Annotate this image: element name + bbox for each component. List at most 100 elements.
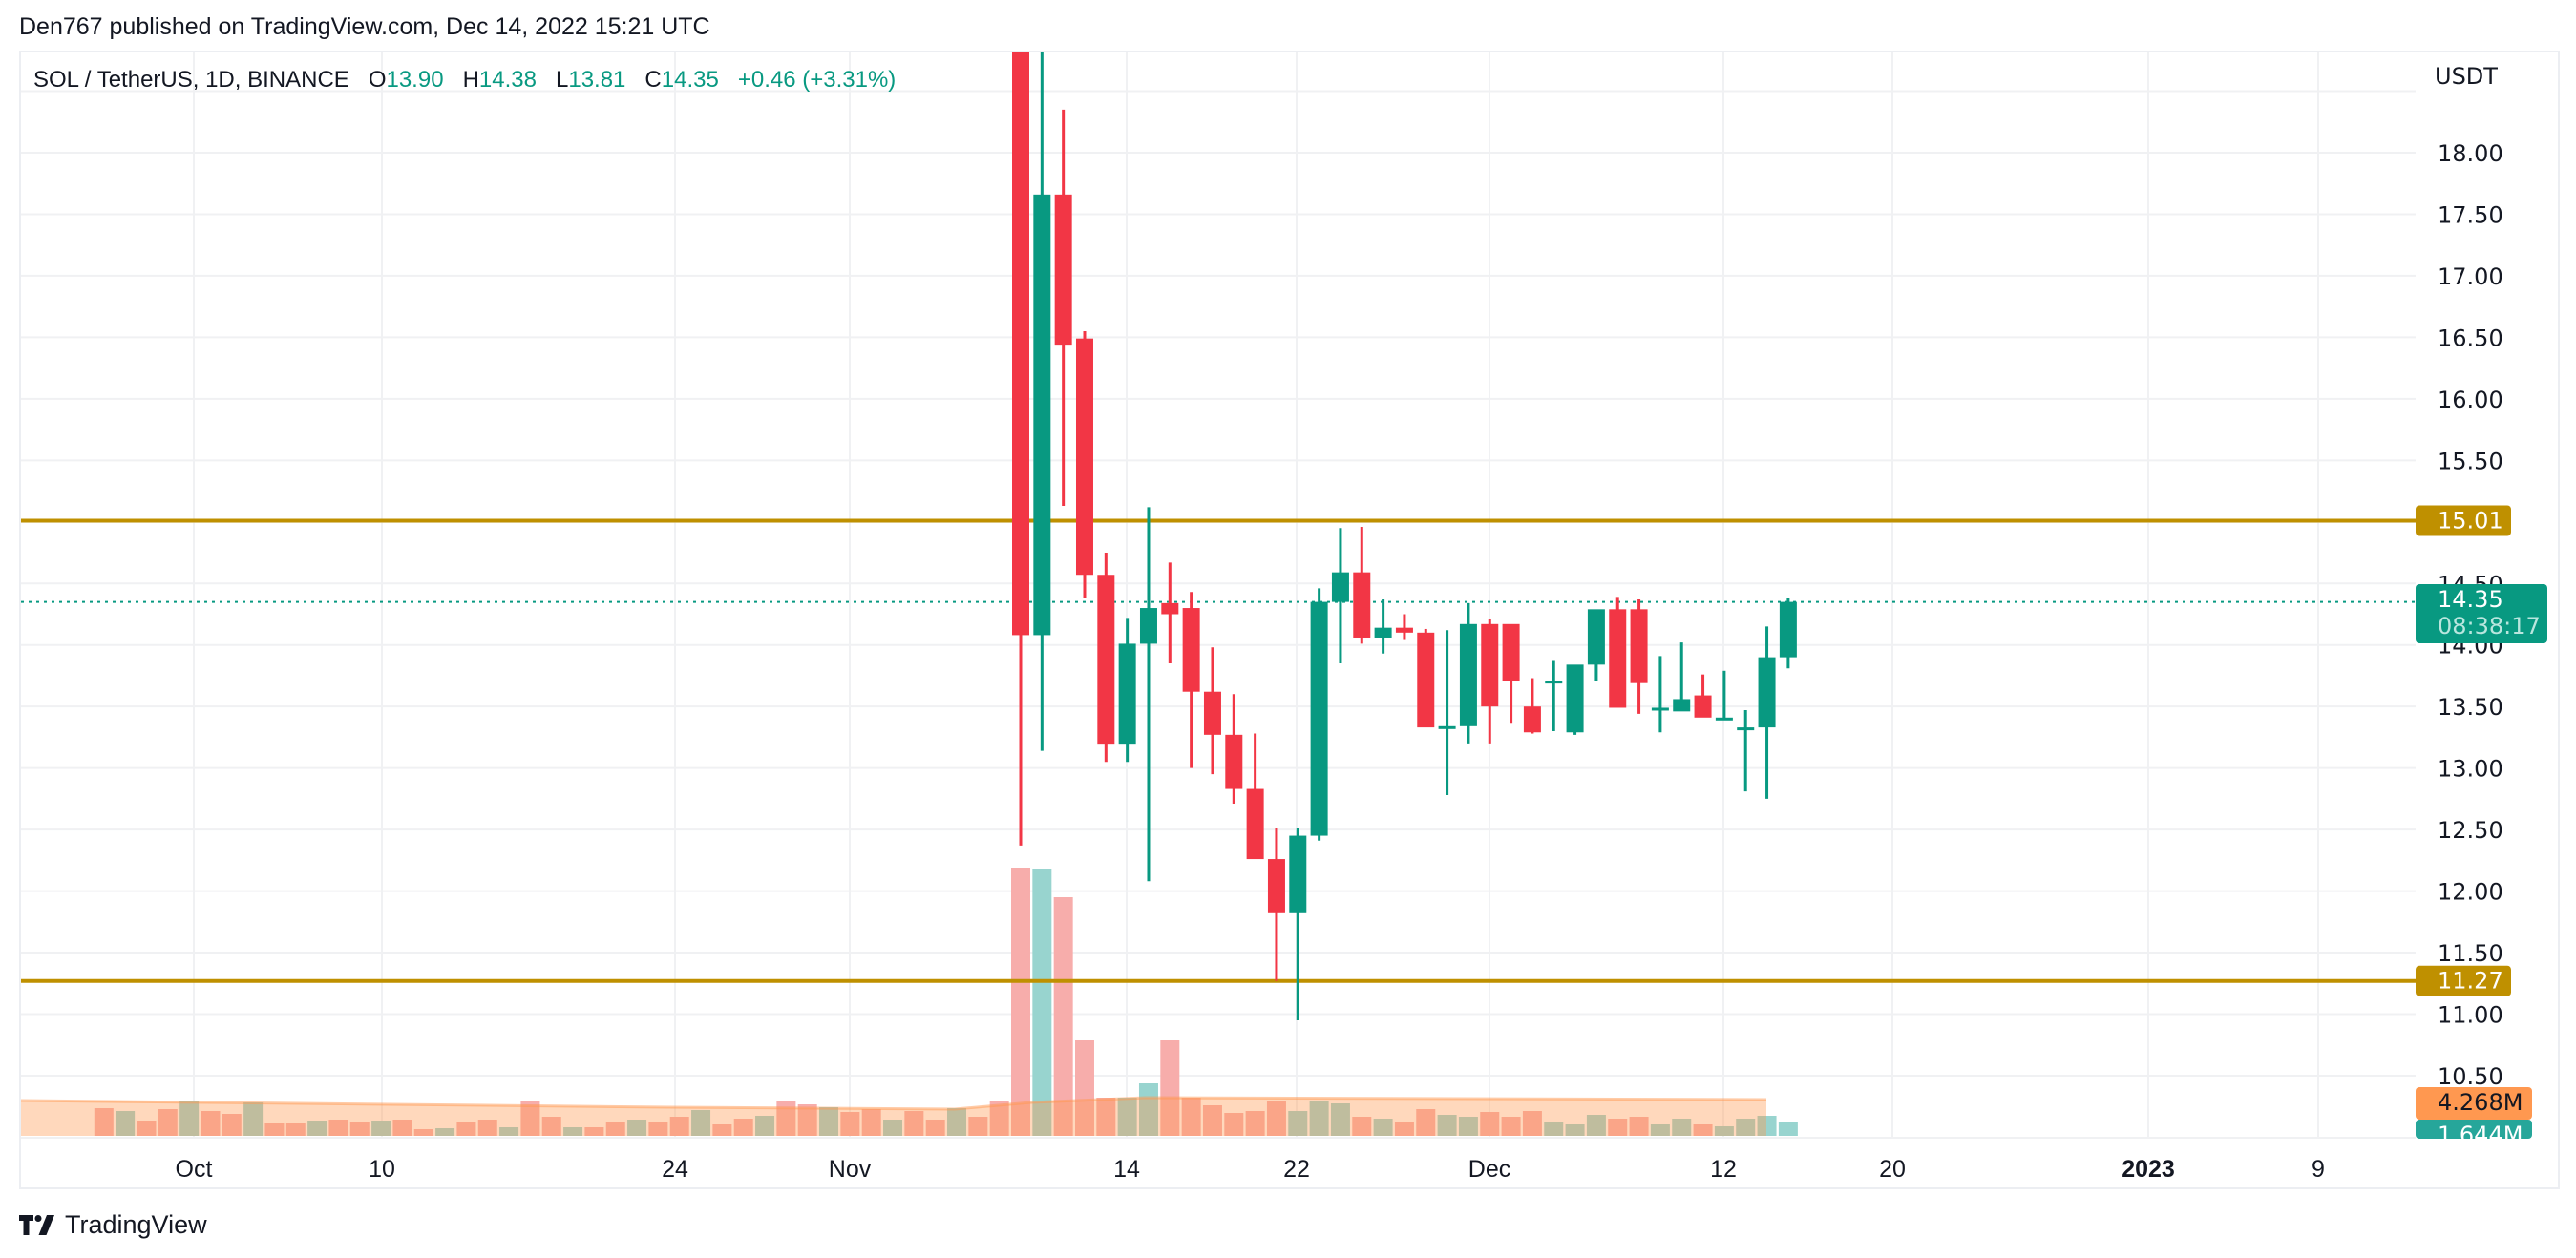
tradingview-logo[interactable]: TradingView	[19, 1210, 207, 1240]
volume-bar	[1586, 1115, 1606, 1136]
candle-body[interactable]	[1459, 623, 1477, 726]
volume-bar	[285, 1123, 306, 1136]
candle-body[interactable]	[1779, 601, 1797, 658]
currency-label[interactable]: USDT	[2435, 63, 2498, 90]
support-price-badge[interactable]	[2416, 965, 2511, 996]
low-label: L	[555, 67, 569, 93]
volume-bar	[1544, 1122, 1564, 1136]
volume-bar	[1117, 1098, 1137, 1136]
low-value: 13.81	[568, 67, 626, 93]
candle-body[interactable]	[1182, 608, 1200, 692]
candle-body[interactable]	[1267, 859, 1285, 913]
candle-body[interactable]	[1694, 695, 1712, 718]
candle-body[interactable]	[1289, 835, 1307, 913]
volume-bar	[264, 1123, 285, 1136]
high-value: 14.38	[478, 67, 537, 93]
volume-bar	[1522, 1111, 1542, 1136]
volume-bar	[456, 1122, 476, 1136]
candle-body[interactable]	[1033, 194, 1051, 636]
volume-bar	[1245, 1111, 1265, 1136]
candle-body[interactable]	[1566, 664, 1584, 733]
candle-body[interactable]	[1374, 627, 1392, 638]
close-value: 14.35	[661, 67, 719, 93]
candle-body[interactable]	[1395, 627, 1413, 633]
candle-body[interactable]	[1246, 788, 1264, 860]
volume-bar	[989, 1101, 1009, 1136]
volume-bar	[947, 1108, 967, 1136]
volume-bar	[691, 1110, 711, 1136]
volume-bar	[925, 1120, 945, 1136]
volume-badge[interactable]	[2416, 1120, 2532, 1139]
volume-bar	[435, 1128, 455, 1136]
time-tick: 14	[1113, 1156, 1140, 1183]
price-tick: 16.00	[2438, 387, 2503, 413]
candle-body[interactable]	[1054, 194, 1072, 346]
tradingview-logo-icon	[19, 1214, 54, 1235]
time-tick: 24	[662, 1156, 688, 1183]
candle-body[interactable]	[1502, 623, 1520, 681]
candle-body[interactable]	[1438, 725, 1456, 729]
open-label: O	[368, 67, 387, 93]
candle-body[interactable]	[1161, 602, 1179, 615]
volume-bar	[222, 1114, 242, 1136]
time-tick: Nov	[829, 1156, 872, 1183]
candle-body[interactable]	[1203, 691, 1221, 735]
candle-body[interactable]	[1310, 601, 1328, 836]
candle-body[interactable]	[1523, 706, 1541, 733]
volume-bar	[968, 1117, 988, 1136]
volume-bar	[1352, 1117, 1372, 1136]
volume-bar	[1693, 1124, 1713, 1136]
candle-body[interactable]	[1118, 643, 1136, 745]
last-price-badge[interactable]	[2416, 584, 2547, 643]
candle-body[interactable]	[1715, 717, 1733, 721]
symbol-label[interactable]: SOL / TetherUS, 1D, BINANCE	[33, 67, 349, 93]
volume-bar	[201, 1111, 221, 1136]
price-tick: 13.50	[2438, 694, 2503, 721]
candle-body[interactable]	[1673, 699, 1691, 712]
candle-body[interactable]	[1097, 575, 1115, 745]
candle-body[interactable]	[1012, 42, 1029, 636]
volume-bar	[349, 1122, 370, 1136]
volume-bar	[776, 1101, 796, 1136]
volume-bar	[1202, 1105, 1222, 1136]
time-tick: 12	[1710, 1156, 1737, 1183]
candle-body[interactable]	[1075, 338, 1093, 576]
price-tick: 16.50	[2438, 325, 2503, 351]
candle-body[interactable]	[1353, 572, 1371, 638]
volume-bar	[158, 1109, 178, 1136]
candle-body[interactable]	[1587, 609, 1605, 665]
volume-bar	[371, 1121, 391, 1136]
volume-bar	[1394, 1122, 1414, 1136]
candle-body[interactable]	[1331, 572, 1349, 602]
volume-bar	[1011, 868, 1030, 1136]
candle-body[interactable]	[1609, 609, 1627, 708]
published-caption: Den767 published on TradingView.com, Dec…	[19, 13, 710, 40]
candle-body[interactable]	[1651, 707, 1669, 711]
price-tick: 10.50	[2438, 1063, 2503, 1090]
candle-body[interactable]	[1481, 623, 1499, 707]
volume-bar	[1330, 1103, 1350, 1136]
candle-body[interactable]	[1630, 609, 1648, 683]
candle-body[interactable]	[1758, 657, 1776, 728]
candle-body[interactable]	[1225, 734, 1243, 789]
volume-bar	[1437, 1115, 1457, 1136]
volume-bar	[904, 1111, 924, 1136]
candle-body[interactable]	[1737, 727, 1755, 731]
candle-body[interactable]	[1545, 681, 1563, 684]
volume-bar	[584, 1127, 604, 1136]
candle-body[interactable]	[1417, 632, 1435, 728]
volume-bar	[712, 1124, 732, 1136]
volume-ma-badge[interactable]	[2416, 1087, 2532, 1120]
volume-bar	[179, 1101, 200, 1136]
volume-bar	[1501, 1117, 1521, 1136]
candle-body[interactable]	[1139, 608, 1157, 644]
price-tick: 17.00	[2438, 263, 2503, 290]
brand-name: TradingView	[65, 1210, 207, 1239]
time-tick: Dec	[1468, 1156, 1510, 1183]
resistance-price-badge[interactable]	[2416, 505, 2511, 536]
volume-bar	[1181, 1098, 1201, 1136]
volume-bar	[94, 1108, 114, 1136]
volume-bar	[1458, 1117, 1478, 1136]
volume-bar	[1714, 1126, 1734, 1136]
